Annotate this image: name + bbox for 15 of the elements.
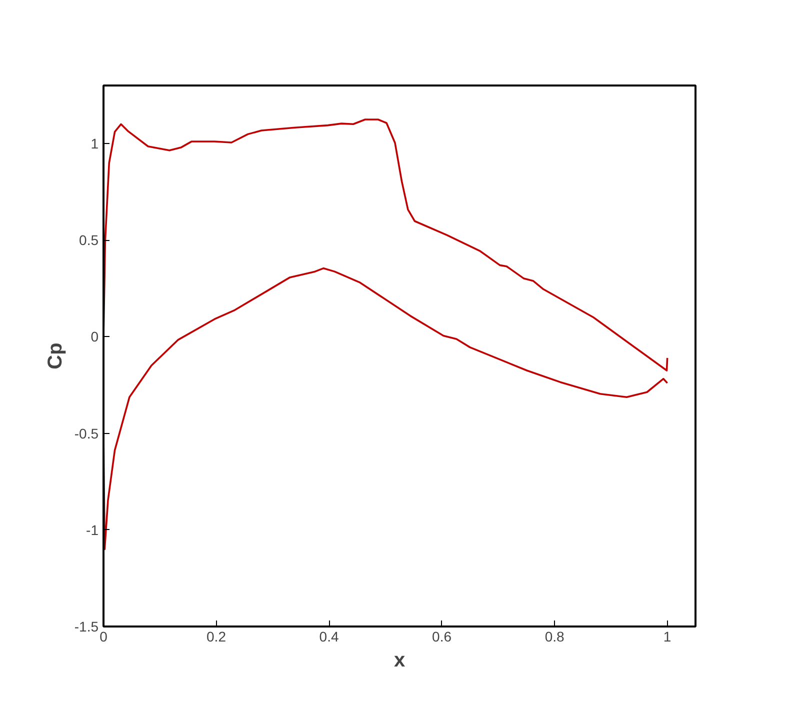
x-tick-label: 0.6 [432,628,452,644]
y-axis-title: Cp [44,342,66,370]
y-tick-label: 1 [90,135,99,152]
y-tick-label: -1 [86,522,99,538]
x-axis-title: x [394,650,406,672]
line-series [104,118,668,372]
x-tick-label: 0.8 [544,628,564,644]
line-series [104,267,668,550]
y-tick-label: -1.5 [74,618,99,634]
y-tick-label: -0.5 [74,425,99,442]
y-tick-label: 0.5 [79,232,99,248]
x-tick-label: 0.2 [206,628,226,644]
x-tick-label: 1 [663,628,672,644]
y-tick-label: 0 [90,328,99,345]
x-tick-label: 0.4 [319,628,339,644]
